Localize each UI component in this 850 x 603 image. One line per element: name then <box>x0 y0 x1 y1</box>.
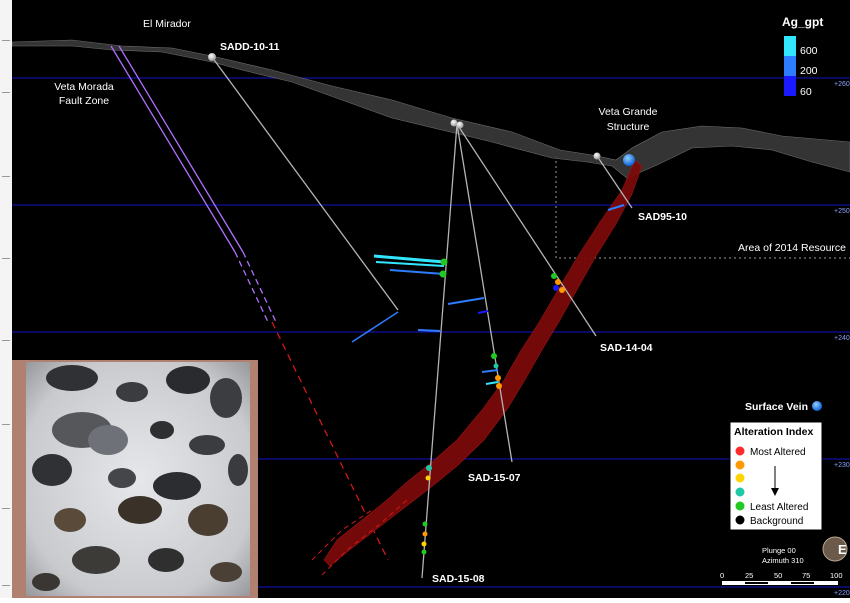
alteration-legend-title: Alteration Index <box>734 426 814 438</box>
drill-collar-marker <box>450 119 458 127</box>
plunge-label: Plunge 00 <box>762 546 796 555</box>
ag-grade-intercepts <box>351 204 625 385</box>
area-2014-resource-label: Area of 2014 Resource <box>738 242 846 254</box>
elevation-label: +250 <box>834 208 850 215</box>
drillhole-sad-15-07-trace <box>456 123 513 463</box>
veta-morada-label-line1: Veta Morada <box>54 81 114 93</box>
azimuth-label: Azimuth 310 <box>762 556 804 565</box>
alteration-point <box>496 383 502 389</box>
panel-tick <box>2 258 10 259</box>
scale-tick-label: 75 <box>802 571 810 580</box>
alteration-point <box>440 258 448 266</box>
sad95-10-label: SAD95-10 <box>638 211 687 223</box>
alteration-label-least: Least Altered <box>750 502 808 513</box>
ag-legend-swatch-600 <box>784 36 796 56</box>
ag-legend-title: Ag_gpt <box>782 15 823 29</box>
sad-15-08-label: SAD-15-08 <box>432 573 485 585</box>
drillhole-sad95-10-trace <box>596 155 633 209</box>
alteration-point <box>495 375 501 381</box>
veta-grande-vein <box>323 155 643 567</box>
alteration-swatch <box>735 487 745 497</box>
alteration-label-most: Most Altered <box>750 447 806 458</box>
ag-legend-swatch-60 <box>784 76 796 96</box>
surface-vein-legend-icon <box>812 401 822 411</box>
drillhole-sad-14-04-trace <box>456 123 597 337</box>
drillhole-traces <box>211 56 633 579</box>
scale-tick-label: 50 <box>774 571 782 580</box>
sadd-10-11-label: SADD-10-11 <box>220 41 280 53</box>
alteration-legend: Alteration Index Most Altered Least Alte… <box>729 421 823 531</box>
alteration-swatch <box>735 460 745 470</box>
sad-15-07-label: SAD-15-07 <box>468 472 521 484</box>
vein-projection-dashed <box>311 509 373 561</box>
alteration-swatch-most <box>735 446 745 456</box>
elevation-label: +260 <box>834 81 850 88</box>
panel-tick <box>2 40 10 41</box>
alteration-point <box>491 353 497 359</box>
alteration-point <box>422 531 428 537</box>
elevation-label: +230 <box>834 462 850 469</box>
alteration-label-background: Background <box>750 516 803 527</box>
alteration-point <box>425 475 431 481</box>
panel-tick <box>2 340 10 341</box>
el-mirador-label: El Mirador <box>143 18 191 30</box>
alteration-point <box>422 521 428 527</box>
sad-14-04-label: SAD-14-04 <box>600 342 653 354</box>
veta-morada-label-line2: Fault Zone <box>59 95 109 107</box>
drill-collar-marker <box>456 121 464 129</box>
surface-vein-marker <box>623 154 635 166</box>
ag-legend-label: 60 <box>800 86 812 98</box>
alteration-point <box>555 279 561 285</box>
compass-icon: E <box>822 536 848 562</box>
ag-legend-label: 600 <box>800 45 818 57</box>
panel-tick <box>2 92 10 93</box>
alteration-point <box>551 273 557 279</box>
ag-grade-legend: Ag_gpt 600 200 60 <box>782 15 823 98</box>
scale-tick-label: 25 <box>745 571 753 580</box>
arrow-down-icon <box>771 488 779 496</box>
alteration-point <box>421 549 427 555</box>
panel-tick <box>2 585 10 586</box>
ag-legend-swatch-200 <box>784 56 796 76</box>
resource-area-outline <box>555 156 850 259</box>
veta-grande-label-line2: Structure <box>607 121 650 133</box>
drillhole-sad-15-08-trace <box>421 123 458 579</box>
svg-text:E: E <box>838 542 847 557</box>
drill-collar-marker <box>208 53 216 61</box>
cross-section-view: +260 +250 +240 +230 +220 <box>11 0 850 598</box>
alteration-point <box>493 363 499 369</box>
section-canvas: +260 +250 +240 +230 +220 <box>11 0 850 598</box>
elevation-label: +220 <box>834 590 850 597</box>
scale-tick-label: 0 <box>720 571 724 580</box>
alteration-points <box>421 258 565 555</box>
elevation-tick-labels: +260 +250 +240 +230 +220 <box>834 81 850 597</box>
panel-tick <box>2 424 10 425</box>
alteration-point <box>421 541 427 547</box>
panel-tick <box>2 176 10 177</box>
drill-collar-marker <box>593 152 601 160</box>
scale-bar: 0 25 50 75 100 <box>720 571 843 585</box>
panel-tick <box>2 508 10 509</box>
vein-projection-dashed <box>321 499 408 576</box>
alteration-point <box>426 465 432 471</box>
alteration-point <box>553 285 559 291</box>
surface-vein-legend-label: Surface Vein <box>745 401 808 413</box>
alteration-point <box>439 270 447 278</box>
alteration-swatch-least <box>735 501 745 511</box>
alteration-point <box>559 287 565 293</box>
drillhole-sadd-10-11-trace <box>211 56 399 311</box>
veta-grande-label-line1: Veta Grande <box>599 106 658 118</box>
scale-tick-label: 100 <box>830 571 843 580</box>
elevation-label: +240 <box>834 335 850 342</box>
core-sample-photo <box>12 360 258 598</box>
topography-surface <box>11 39 850 179</box>
ag-legend-label: 200 <box>800 65 818 77</box>
alteration-swatch <box>735 473 745 483</box>
alteration-swatch-background <box>735 515 745 525</box>
